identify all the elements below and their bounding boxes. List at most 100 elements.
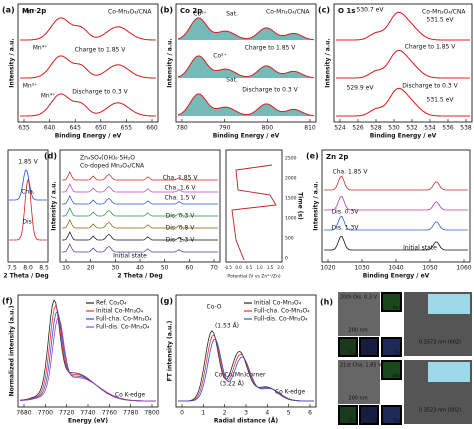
x-tick-label: 655: [121, 125, 133, 132]
legend-entry: Full-cha. Co-Mn₃O₄: [254, 308, 310, 315]
curve: [9, 179, 47, 241]
panel-title: Co 2p: [180, 7, 202, 15]
element-dots: [383, 407, 400, 423]
map-label: O: [373, 351, 377, 357]
annotation: 1.85 V: [18, 159, 38, 166]
annotation: Co K-edge: [115, 392, 146, 399]
map-label: Co: [349, 419, 356, 425]
y-tick-label: 0: [285, 256, 288, 262]
x-axis-label: Binding Energy / eV: [363, 273, 430, 280]
element-map: [359, 405, 379, 425]
legend-entry: Full-dis. Co-Mn₃O₄: [96, 324, 150, 331]
curve: [178, 338, 314, 402]
element-map: [338, 405, 358, 425]
fft-profile: [428, 294, 470, 314]
annotation: 529.9 eV: [347, 85, 375, 92]
x-tick-label: 3: [244, 410, 248, 417]
x-axis-label: 2 Theta / Deg: [3, 273, 48, 280]
y-tick-label: 2000: [285, 176, 297, 182]
x-tick-label: 2: [223, 410, 227, 417]
plot-frame: [175, 3, 317, 123]
y-tick-label: 1500: [285, 196, 297, 202]
curve: [336, 50, 470, 79]
annotation: Discharge to 0.3 V: [402, 83, 458, 90]
x-tick-label: 524: [334, 125, 346, 132]
panel-label: (b): [160, 6, 173, 15]
y-tick-label: 1000: [285, 216, 297, 222]
element-dots: [340, 407, 356, 423]
x-tick-label: 538: [460, 125, 472, 132]
x-tick-label: 6: [308, 410, 312, 417]
y-axis-label: Intensity / a.u.: [9, 38, 16, 87]
annotation: Co-Co(Mn)corner: [215, 372, 266, 379]
x-tick-label: 7800: [144, 410, 159, 417]
annotation: 530.7 eV: [357, 7, 385, 14]
curve: [62, 207, 218, 217]
plot-frame: [17, 3, 159, 123]
lattice-label: 0.3523 nm (002): [419, 408, 461, 414]
inset-frame: [7, 149, 49, 263]
annotation: Cha.: [21, 189, 35, 196]
element-dots: [361, 339, 377, 355]
x-axis-label: Radial distance (Å): [214, 418, 278, 425]
annotation: Dis. 0.3V: [332, 209, 360, 216]
x-tick-label: 1.5: [267, 265, 274, 270]
annotation: Charge to 1.85 V: [245, 45, 297, 52]
annotation: 531.5 eV: [427, 97, 455, 104]
panel-label: (f): [2, 297, 13, 306]
legend-entry: Co-Mn₃O₄/CNA: [422, 9, 466, 16]
map-label: Zn: [393, 419, 400, 425]
x-tick-label: 30: [112, 265, 120, 272]
annotation: Dis. 1.3 V: [166, 237, 196, 244]
annotation: (1.53 Å): [215, 323, 239, 330]
annotation: Mn⁴⁺: [41, 93, 56, 100]
annotation: Mn⁴⁺: [33, 45, 48, 52]
curve: [177, 93, 315, 117]
annotation: 531.5 eV: [427, 17, 455, 24]
x-tick-label: 7720: [59, 410, 74, 417]
element-map: [381, 337, 402, 357]
annotation: Cha. 1.5 V: [164, 195, 196, 202]
x-tick-label: 640: [44, 125, 56, 132]
x-tick-label: 2.0: [277, 265, 284, 270]
x-tick-label: 1050: [422, 265, 437, 272]
annotation: Charge to 1.85 V: [75, 47, 127, 54]
annotation: Initial state: [403, 245, 437, 252]
x-tick-label: 790: [219, 125, 231, 132]
x-tick-label: 534: [424, 125, 436, 132]
curve: [62, 195, 218, 205]
x-tick-label: 0: [180, 410, 184, 417]
x-tick-label: 70: [210, 265, 218, 272]
legend-entry: Co-Mn₃O₄/CNA: [108, 9, 152, 16]
curve: [62, 243, 218, 253]
annotation: Dis. 1.3V: [332, 225, 360, 232]
panel-label: (c): [318, 6, 330, 15]
scale-bar: 200 nm: [348, 328, 367, 334]
legend-entry: Full-dis. Co-Mn₃O₄: [254, 316, 308, 323]
curve: [336, 11, 470, 41]
x-tick-label: 810: [304, 125, 316, 132]
curve: [177, 17, 315, 41]
curve: [62, 219, 218, 229]
annotation: Cha. 1.85 V: [163, 175, 199, 182]
x-tick-label: 7680: [16, 410, 31, 417]
element-dots: [383, 339, 400, 355]
x-tick-label: 7700: [38, 410, 53, 417]
curve: [20, 93, 156, 117]
x-tick-label: 526: [352, 125, 364, 132]
panel-title: O 1s: [338, 7, 355, 15]
curve: [9, 169, 47, 201]
x-tick-label: 1030: [354, 265, 369, 272]
plot-frame: [333, 3, 473, 123]
curve: [62, 231, 218, 241]
map-label: Zn: [393, 351, 400, 357]
panel-label: (h): [320, 298, 333, 307]
lattice-label: 0.3573 nm (002): [419, 340, 461, 346]
annotation: Sat.: [226, 11, 238, 18]
legend-entry: Initial Co-Mn₃O₄: [254, 300, 302, 307]
y-axis-label: Normalized intensity (a.u.): [9, 305, 16, 396]
x-tick-label: 528: [370, 125, 382, 132]
x-tick-label: 7780: [123, 410, 138, 417]
annotation: (3.22 Å): [220, 381, 244, 388]
